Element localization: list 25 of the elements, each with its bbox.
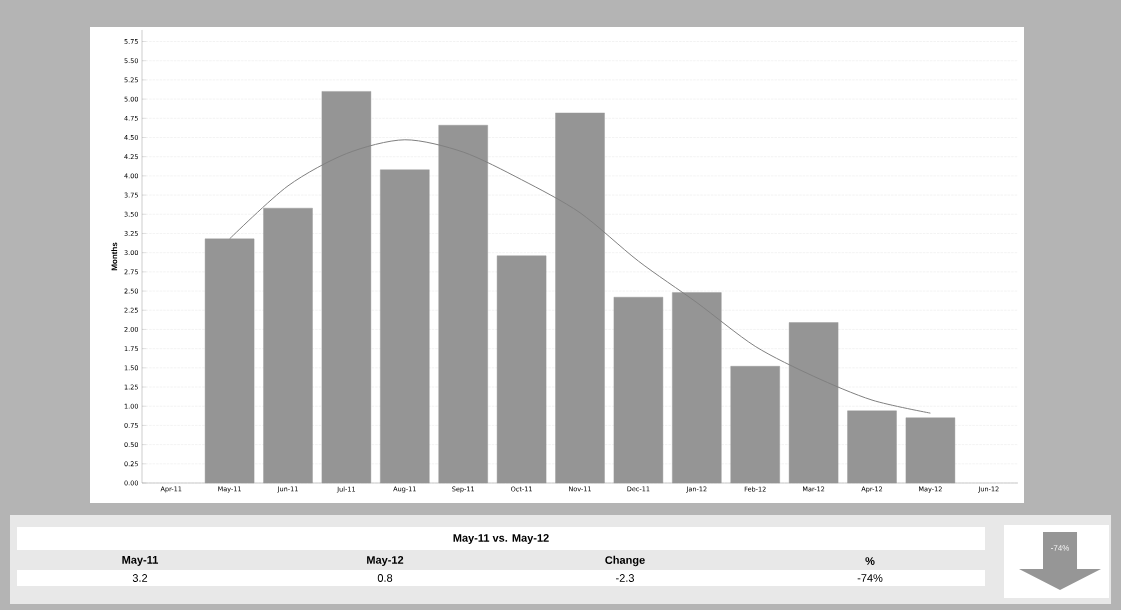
- bar: [380, 169, 430, 484]
- bar: [438, 125, 488, 484]
- bar: [321, 91, 372, 484]
- bar: [730, 366, 780, 484]
- text: May-12: [367, 556, 404, 566]
- bar: [613, 296, 664, 484]
- text: -74%: [857, 574, 883, 582]
- bar: [263, 207, 313, 484]
- text: -74%: [1051, 545, 1070, 551]
- text: May-11: [122, 556, 159, 566]
- line-series: [229, 139, 931, 414]
- bar: [905, 417, 956, 484]
- text: -2.3: [616, 574, 635, 582]
- bar: [672, 292, 722, 484]
- text: 0.8: [377, 574, 393, 582]
- bar: [204, 238, 255, 484]
- bar: [496, 255, 547, 484]
- bar: [555, 112, 605, 484]
- text: Change: [605, 555, 645, 567]
- text: May-11 vs. May-12: [453, 534, 549, 544]
- text: %: [865, 557, 875, 565]
- bar: [847, 410, 897, 484]
- y-axis-title: Months: [111, 242, 118, 271]
- bar: [788, 322, 839, 484]
- text: 3.2: [132, 574, 148, 582]
